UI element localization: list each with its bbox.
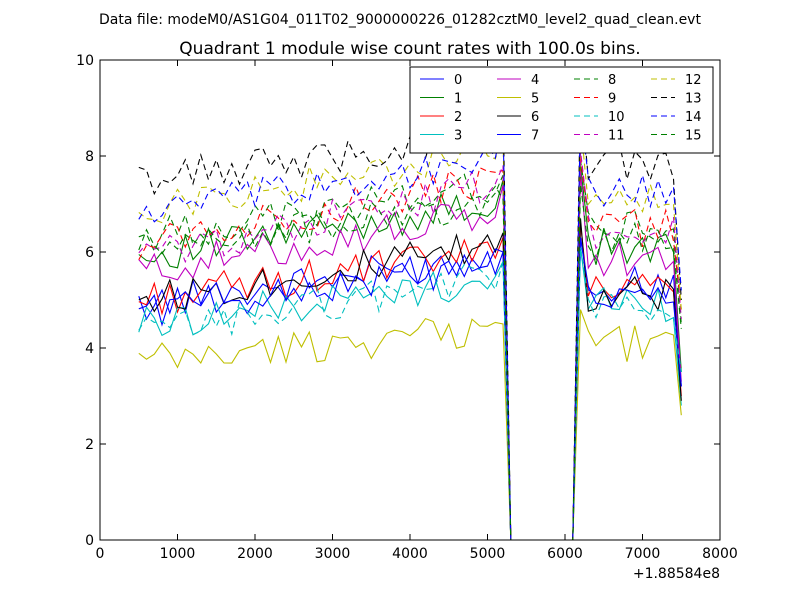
- legend-label: 13: [685, 92, 702, 107]
- x-tick-label: 0: [96, 546, 105, 562]
- series-line-14: [138, 107, 682, 541]
- x-tick-label: 1000: [160, 546, 196, 562]
- series-line-13: [138, 88, 682, 541]
- x-tick-label: 3000: [315, 546, 351, 562]
- y-tick-label: 2: [85, 437, 94, 453]
- legend-label: 10: [608, 110, 625, 125]
- y-tick-label: 0: [85, 533, 94, 549]
- legend-label: 4: [531, 73, 539, 88]
- y-tick-label: 8: [85, 149, 94, 165]
- series-line-7: [138, 237, 682, 541]
- legend-label: 1: [454, 92, 462, 107]
- y-tick-label: 10: [76, 53, 94, 69]
- series-line-2: [138, 223, 682, 541]
- legend-label: 6: [531, 110, 539, 125]
- series-line-5: [138, 309, 682, 541]
- legend-label: 9: [608, 92, 616, 107]
- x-tick-label: 2000: [237, 546, 273, 562]
- y-tick-label: 6: [85, 245, 94, 261]
- chart-title: Quadrant 1 module wise count rates with …: [179, 39, 640, 59]
- series-line-1: [138, 165, 682, 541]
- x-tick-label: 6000: [547, 546, 583, 562]
- y-tick-label: 4: [85, 341, 94, 357]
- series-line-3: [138, 247, 682, 541]
- series-layer: [138, 88, 682, 541]
- series-line-4: [138, 170, 682, 541]
- legend-label: 8: [608, 73, 616, 88]
- series-line-12: [138, 122, 682, 541]
- legend-label: 0: [454, 73, 462, 88]
- x-tick-label: 5000: [470, 546, 506, 562]
- legend-label: 14: [685, 110, 702, 125]
- suptitle: Data file: modeM0/AS1G04_011T02_90000002…: [99, 12, 701, 28]
- legend-label: 2: [454, 110, 462, 125]
- legend-box: [409, 66, 714, 154]
- legend-label: 7: [531, 129, 539, 144]
- legend-label: 5: [531, 92, 539, 107]
- legend-label: 11: [608, 129, 625, 144]
- legend-label: 3: [454, 129, 462, 144]
- x-offset-label: +1.88584e8: [633, 566, 720, 582]
- series-line-15: [138, 184, 682, 541]
- series-line-11: [138, 151, 682, 541]
- x-tick-label: 7000: [625, 546, 661, 562]
- legend-label: 15: [685, 129, 702, 144]
- series-line-9: [138, 155, 682, 541]
- legend-label: 12: [685, 73, 702, 88]
- x-tick-label: 8000: [702, 546, 738, 562]
- series-line-10: [138, 247, 682, 541]
- series-line-8: [138, 160, 682, 541]
- x-tick-label: 4000: [392, 546, 428, 562]
